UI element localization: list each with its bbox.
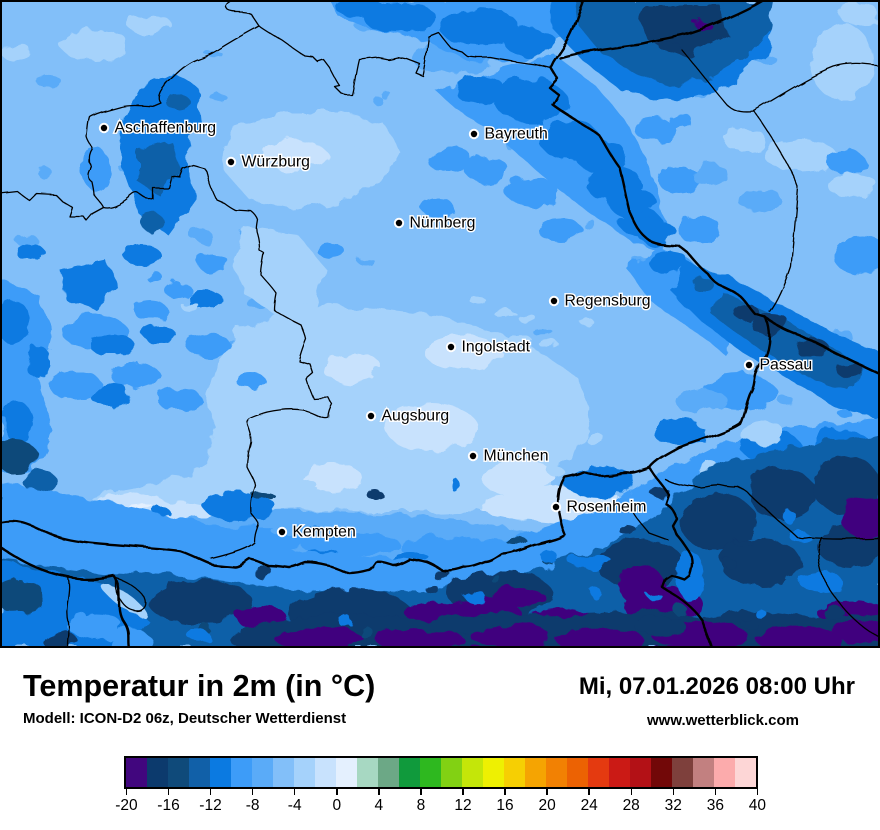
svg-text:Nürnberg: Nürnberg (410, 215, 476, 232)
svg-text:Würzburg: Würzburg (242, 154, 310, 171)
svg-text:Augsburg: Augsburg (382, 408, 450, 425)
svg-text:Aschaffenburg: Aschaffenburg (115, 120, 217, 137)
svg-text:Bayreuth: Bayreuth (485, 126, 548, 143)
svg-text:Rosenheim: Rosenheim (567, 499, 647, 516)
svg-text:Passau: Passau (760, 357, 813, 374)
svg-text:Ingolstadt: Ingolstadt (462, 339, 531, 356)
svg-text:Kempten: Kempten (293, 524, 356, 541)
svg-text:München: München (484, 448, 549, 465)
svg-text:Regensburg: Regensburg (565, 293, 651, 310)
